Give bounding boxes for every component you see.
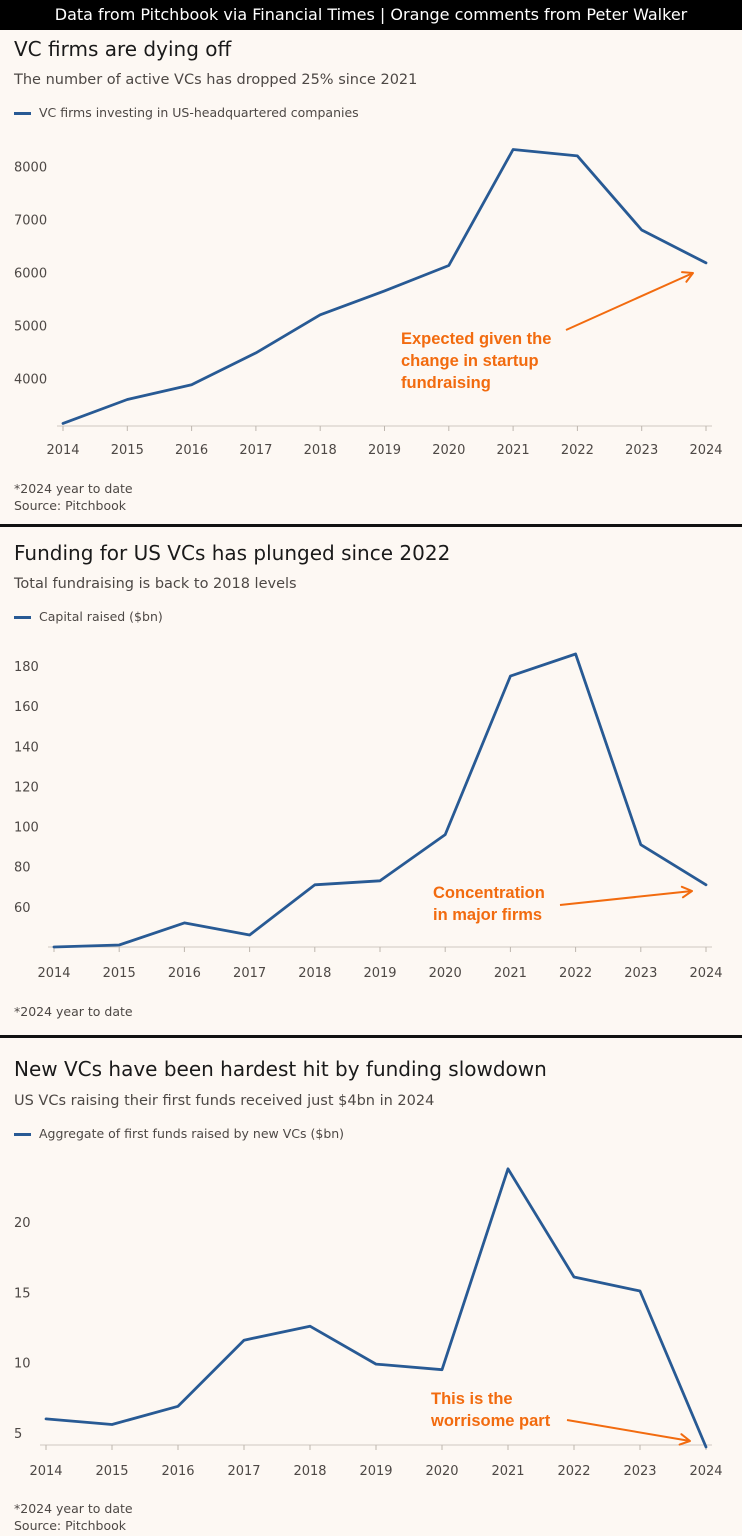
- x-tick-label: 2023: [623, 1464, 656, 1479]
- y-tick-label: 100: [14, 821, 39, 836]
- x-tick-label: 2023: [624, 966, 657, 981]
- chart-footnote: *2024 year to date: [14, 1004, 133, 1019]
- y-tick-label: 180: [14, 660, 39, 675]
- series-line: [61, 148, 708, 425]
- x-tick-label: 2020: [429, 966, 462, 981]
- annotation-text: in major firms: [433, 906, 542, 924]
- y-tick-label: 8000: [14, 160, 47, 175]
- x-tick-label: 2015: [111, 443, 144, 458]
- chart-legend: VC firms investing in US-headquartered c…: [14, 105, 359, 120]
- x-tick-label: 2020: [432, 443, 465, 458]
- annotation-text: change in startup: [401, 352, 539, 370]
- chart-footnote: *2024 year to date: [14, 1501, 133, 1516]
- chart-subtitle: The number of active VCs has dropped 25%…: [14, 72, 418, 88]
- chart-footnote: *2024 year to date: [14, 481, 133, 496]
- x-tick-label: 2019: [368, 443, 401, 458]
- x-tick-label: 2022: [559, 966, 592, 981]
- annotation-arrowhead: [680, 885, 693, 899]
- x-tick-label: 2021: [497, 443, 530, 458]
- x-tick-label: 2017: [239, 443, 272, 458]
- annotation-text: Concentration: [433, 884, 545, 902]
- series-line: [52, 652, 708, 949]
- x-tick-label: 2021: [491, 1464, 524, 1479]
- x-tick-label: 2022: [557, 1464, 590, 1479]
- y-tick-label: 5: [14, 1427, 22, 1442]
- x-tick-label: 2019: [363, 966, 396, 981]
- chart-title: VC firms are dying off: [14, 37, 232, 61]
- panel-divider: [0, 524, 742, 527]
- x-tick-label: 2023: [625, 443, 658, 458]
- y-tick-label: 5000: [14, 319, 47, 334]
- x-tick-label: 2024: [689, 443, 722, 458]
- chart-source: Source: Pitchbook: [14, 1518, 127, 1533]
- legend-label: Capital raised ($bn): [39, 609, 163, 624]
- x-tick-label: 2018: [298, 966, 331, 981]
- annotation-arrowhead: [678, 1433, 691, 1446]
- legend-swatch: [14, 112, 31, 115]
- line-chart-capital-raised: 60 80 100 120 140 160 180 2014 2015 2016 2017 2018 2…: [14, 652, 723, 981]
- chart-title: Funding for US VCs has plunged since 202…: [14, 541, 451, 565]
- source-banner: Data from Pitchbook via Financial Times …: [0, 0, 742, 30]
- chart-panel-capital-raised: Funding for US VCs has plunged since 202…: [0, 527, 742, 1035]
- x-tick-label: 2018: [304, 443, 337, 458]
- annotation-arrowhead: [681, 271, 694, 283]
- x-tick-label: 2018: [293, 1464, 326, 1479]
- x-tick-label: 2022: [561, 443, 594, 458]
- legend-label: VC firms investing in US-headquartered c…: [39, 105, 359, 120]
- x-tick-label: 2020: [425, 1464, 458, 1479]
- annotation-text: fundraising: [401, 374, 491, 392]
- x-tick-label: 2014: [46, 443, 79, 458]
- y-tick-label: 10: [14, 1357, 31, 1372]
- x-tick-label: 2017: [227, 1464, 260, 1479]
- x-tick-label: 2019: [359, 1464, 392, 1479]
- x-tick-label: 2017: [233, 966, 266, 981]
- x-tick-label: 2016: [168, 966, 201, 981]
- chart-panel-vc-firms: VC firms are dying off The number of act…: [0, 30, 742, 524]
- legend-swatch: [14, 1133, 31, 1136]
- panel-divider: [0, 1035, 742, 1038]
- x-tick-label: 2024: [689, 966, 722, 981]
- annotation-arrow: [566, 1419, 691, 1442]
- legend-label: Aggregate of first funds raised by new V…: [39, 1126, 345, 1141]
- y-tick-label: 80: [14, 861, 31, 876]
- line-chart-first-funds: 5 10 15 20 2014 2015 2016 2017 2018 2019 2020 2021 2…: [14, 1167, 723, 1479]
- chart-title: New VCs have been hardest hit by funding…: [14, 1057, 547, 1081]
- x-tick-label: 2024: [689, 1464, 722, 1479]
- y-tick-label: 4000: [14, 372, 47, 387]
- chart-subtitle: Total fundraising is back to 2018 levels: [14, 576, 297, 592]
- chart-subtitle: US VCs raising their first funds receive…: [14, 1093, 435, 1109]
- y-tick-label: 160: [14, 700, 39, 715]
- chart-legend: Capital raised ($bn): [14, 609, 163, 624]
- chart-legend: Aggregate of first funds raised by new V…: [14, 1126, 344, 1141]
- annotation-arrow: [565, 272, 694, 331]
- y-tick-label: 6000: [14, 266, 47, 281]
- x-tick-label: 2015: [103, 966, 136, 981]
- y-tick-label: 20: [14, 1216, 31, 1231]
- x-tick-label: 2021: [494, 966, 527, 981]
- x-tick-label: 2016: [161, 1464, 194, 1479]
- y-tick-label: 60: [14, 901, 31, 916]
- chart-source: Source: Pitchbook: [14, 498, 127, 513]
- annotation-text: Expected given the: [401, 330, 551, 348]
- y-tick-label: 120: [14, 780, 39, 795]
- y-tick-label: 7000: [14, 213, 47, 228]
- chart-panel-first-funds: New VCs have been hardest hit by funding…: [0, 1038, 742, 1536]
- x-tick-label: 2014: [29, 1464, 62, 1479]
- series-line: [44, 1167, 708, 1449]
- annotation-text: This is the: [431, 1390, 513, 1408]
- legend-swatch: [14, 616, 31, 619]
- y-tick-label: 140: [14, 740, 39, 755]
- x-tick-label: 2016: [175, 443, 208, 458]
- annotation-text: worrisome part: [430, 1412, 551, 1430]
- y-tick-label: 15: [14, 1286, 31, 1301]
- x-tick-label: 2014: [37, 966, 70, 981]
- x-tick-label: 2015: [95, 1464, 128, 1479]
- annotation-arrow: [559, 890, 693, 906]
- line-chart-vc-firms: 4000 5000 6000 7000 8000 2014 2015 2016 2017 2018…: [14, 148, 723, 458]
